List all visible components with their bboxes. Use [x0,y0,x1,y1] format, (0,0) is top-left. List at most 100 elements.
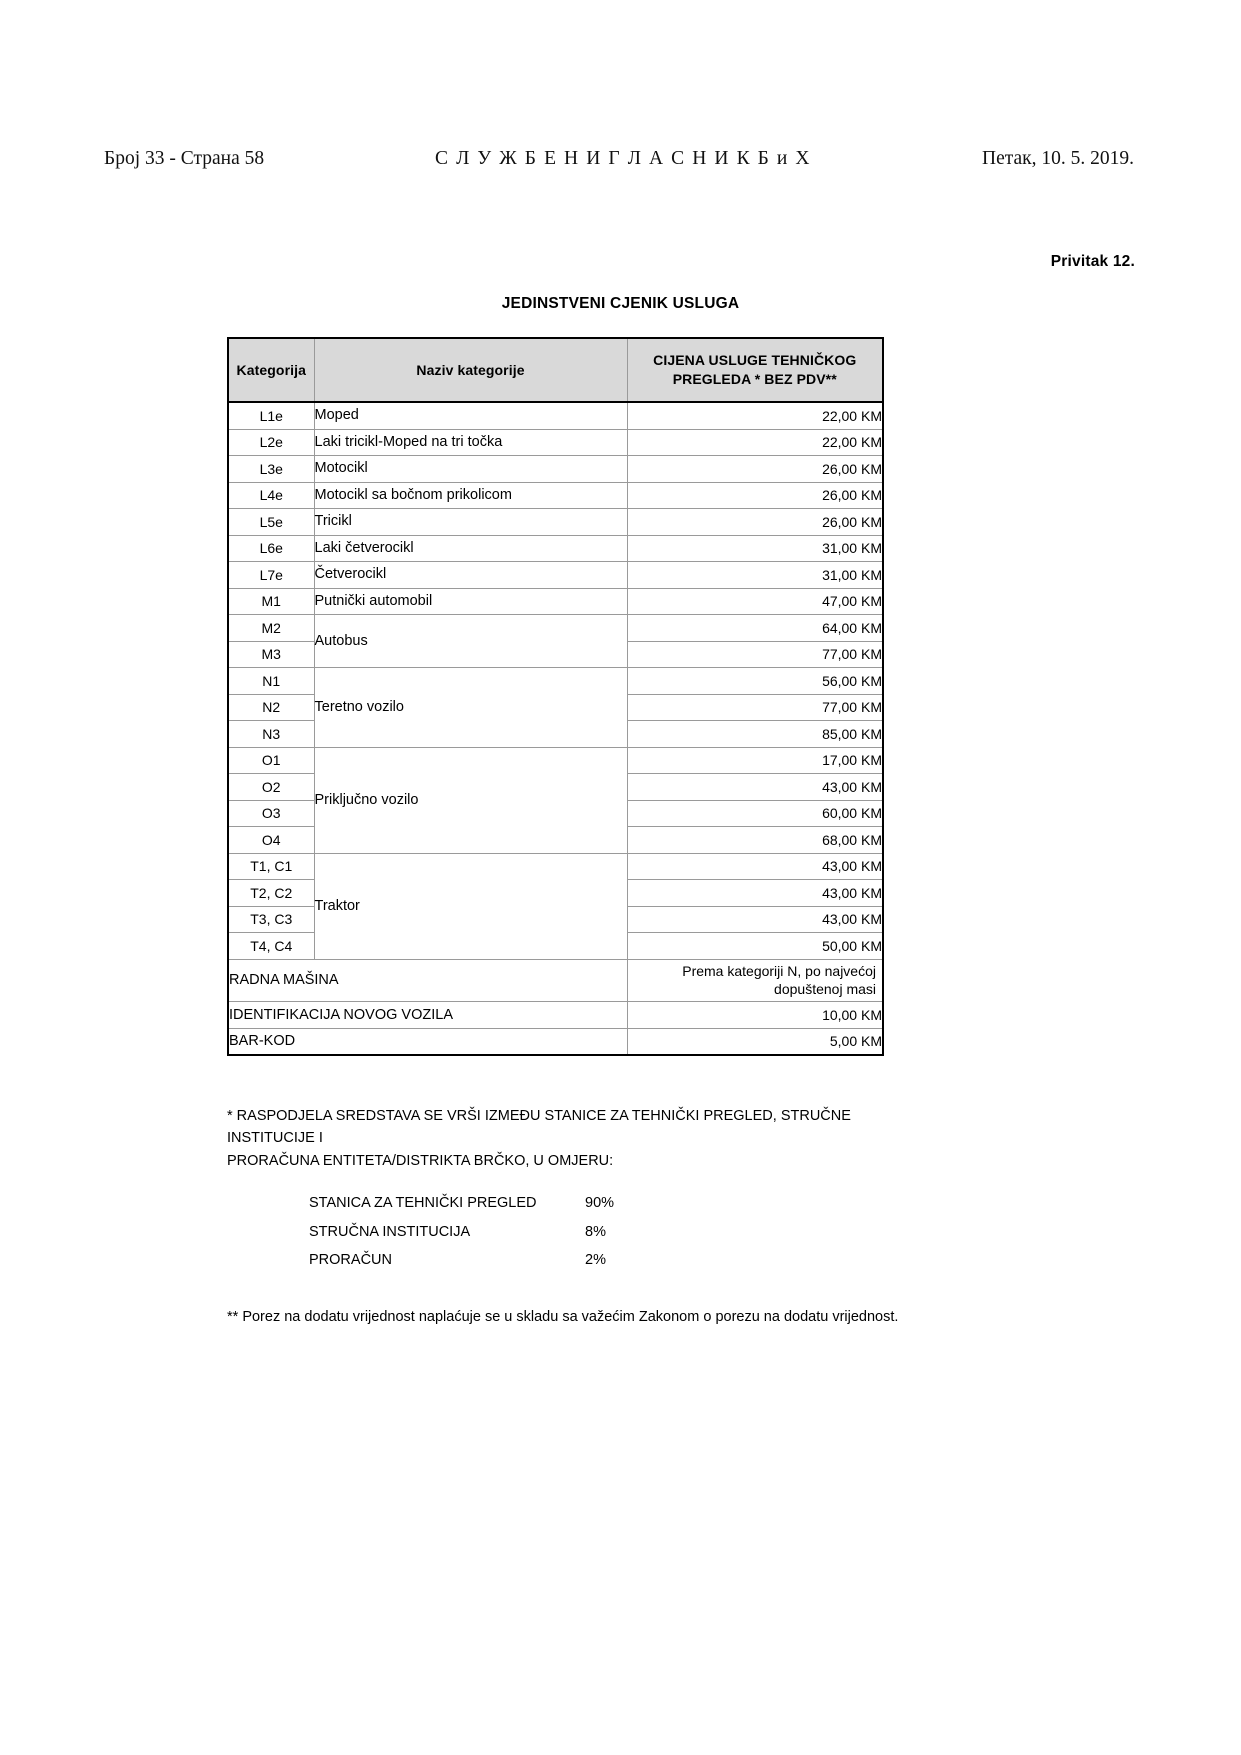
cell-price: 5,00 KM [626,1027,884,1056]
column-header-price: CIJENA USLUGE TEHNIČKOG PREGLEDA * BEZ P… [626,337,883,403]
table-head: Kategorija Naziv kategorije CIJENA USLUG… [228,337,883,403]
cell-category: N2 [227,693,315,721]
cell-price: 43,00 KM [626,879,884,907]
cell-name: Moped [313,402,628,430]
cell-category: O1 [227,746,315,774]
cell-name: IDENTIFIKACIJA NOVOG VOZILA [227,1001,628,1029]
table-row: BAR-KOD 5,00 KM [227,1027,884,1056]
ratio-value: 2% [585,1252,606,1269]
cell-price-line2: dopuštenoj masi [774,981,876,998]
column-header-category: Kategorija [228,337,315,403]
column-header-price-line1: CIJENA USLUGE TEHNIČKOG [653,352,857,369]
cell-category: T3, C3 [227,905,315,933]
cell-category: L1e [227,402,315,430]
ratio-label: PRORAČUN [309,1252,392,1269]
cell-name: Četverocikl [313,561,628,589]
table-row: O1 Priključno vozilo 17,00 KM [227,746,884,854]
table-row: IDENTIFIKACIJA NOVOG VOZILA 10,00 KM [227,1001,884,1029]
cell-price: 26,00 KM [626,455,884,483]
cell-category: M3 [227,640,315,668]
cell-category: L2e [227,428,315,456]
cell-price: 56,00 KM [626,667,884,695]
cell-category: O2 [227,773,315,801]
cell-category: M2 [227,614,315,642]
table-row: RADNA MAŠINA Prema kategoriji N, po najve… [227,958,884,1003]
cell-name: RADNA MAŠINA [227,958,628,1003]
cell-price: 77,00 KM [626,693,884,721]
cell-price: 43,00 KM [626,773,884,801]
cell-price: 77,00 KM [626,640,884,668]
table-row: M1 Putnički automobil 47,00 KM [227,587,884,615]
cell-category: N3 [227,720,315,748]
cell-name: Putnički automobil [313,587,628,615]
cell-name: Teretno vozilo [313,667,628,748]
distribution-ratio-list: STANICA ZA TEHNIČKI PREGLED 90% STRUČNA IN… [309,1192,907,1271]
cell-price: 43,00 KM [626,852,884,880]
cell-category: M1 [227,587,315,615]
ratio-label: STRUČNA INSTITUCIJA [309,1223,471,1240]
cell-price: 68,00 KM [626,826,884,854]
cell-category: O4 [227,826,315,854]
table-row: M2 Autobus 64,00 KM [227,614,884,668]
cell-name: Tricikl [313,508,628,536]
table-row: O2 43,00 KM [227,773,884,801]
cell-price: 22,00 KM [626,428,884,456]
cell-category: T4, C4 [227,932,315,960]
cell-name: Laki tricikl-Moped na tri točka [313,428,628,456]
pricing-table: Kategorija Naziv kategorije CIJENA USLUG… [227,337,884,1057]
cell-category: L5e [227,508,315,536]
table-row: N1 Teretno vozilo 56,00 KM [227,667,884,748]
cell-price: 47,00 KM [626,587,884,615]
header-gazette-title: С Л У Ж Б Е Н И Г Л А С Н И К Б и Х [434,148,812,169]
ratio-value: 90% [585,1195,615,1212]
footnote-distribution: * RASPODJELA SREDSTAVA SE VRŠI IZMEĐU ST… [227,1105,927,1172]
table-header-row: Kategorija Naziv kategorije CIJENA USLUG… [228,337,883,403]
cell-category: L3e [227,455,315,483]
table-row: L6e Laki četverocikl 31,00 KM [227,534,884,562]
annex-label: Privitak 12. [1050,253,1135,270]
table-row: L5e Tricikl 26,00 KM [227,508,884,536]
table-row: L1e Moped 22,00 KM [227,402,884,430]
cell-category: T2, C2 [227,879,315,907]
ratio-label: STANICA ZA TEHNIČKI PREGLED [309,1195,537,1212]
ratio-value: 8% [585,1223,606,1240]
cell-name: Laki četverocikl [313,534,628,562]
column-header-name: Naziv kategorije [313,337,628,403]
cell-name: Motocikl [313,455,628,483]
footnote-distribution-line1: * RASPODJELA SREDSTAVA SE VRŠI IZMEĐU ST… [227,1108,851,1147]
table-row: T3, C3 43,00 KM [227,905,884,933]
cell-price: 43,00 KM [626,905,884,933]
table-row: N3 85,00 KM [227,720,884,748]
footnotes: * RASPODJELA SREDSTAVA SE VRŠI IZMEĐU ST… [227,1105,907,1328]
cell-name: BAR-KOD [227,1027,628,1056]
table-row: T1, C1 Traktor 43,00 KM [227,852,884,960]
cell-name: Priključno vozilo [313,746,628,854]
table-row: L7e Četverocikl 31,00 KM [227,561,884,589]
cell-price: 31,00 KM [626,534,884,562]
cell-category: L4e [227,481,315,509]
table-row: O3 60,00 KM [227,799,884,827]
footnote-distribution-line2: PRORAČUNA ENTITETA/DISTRIKTA BRČKO, U OM… [227,1152,614,1169]
cell-category: T1, C1 [227,852,315,880]
cell-price: 22,00 KM [626,402,884,430]
cell-price: 26,00 KM [626,508,884,536]
cell-name: Autobus [313,614,628,668]
cell-price-line1: Prema kategoriji N, po najvećoj [682,962,876,979]
table-row: O4 68,00 KM [227,826,884,854]
page-title: JEDINSTVENI CJENIK USLUGA [501,295,740,312]
cell-price: 60,00 KM [626,799,884,827]
cell-price: 10,00 KM [626,1001,884,1029]
cell-price: 31,00 KM [626,561,884,589]
cell-price: 17,00 KM [626,746,884,774]
table-body: L1e Moped 22,00 KM L2e Laki tricikl-Moped na… [227,402,884,1056]
column-header-price-line2: PREGLEDA * BEZ PDV** [672,371,837,387]
cell-name: Motocikl sa bočnom prikolicom [313,481,628,509]
running-header: Број 33 - Страна 58 С Л У Ж Б Е Н И Г Л … [104,148,1134,170]
cell-price: 26,00 KM [626,481,884,509]
table-row: T2, C2 43,00 KM [227,879,884,907]
ratio-row: STRUČNA INSTITUCIJA 8% [309,1221,907,1243]
ratio-row: STANICA ZA TEHNIČKI PREGLED 90% [309,1192,907,1214]
footnote-vat: ** Porez na dodatu vrijednost naplaćuje … [227,1308,899,1325]
table-row: M3 77,00 KM [227,640,884,668]
